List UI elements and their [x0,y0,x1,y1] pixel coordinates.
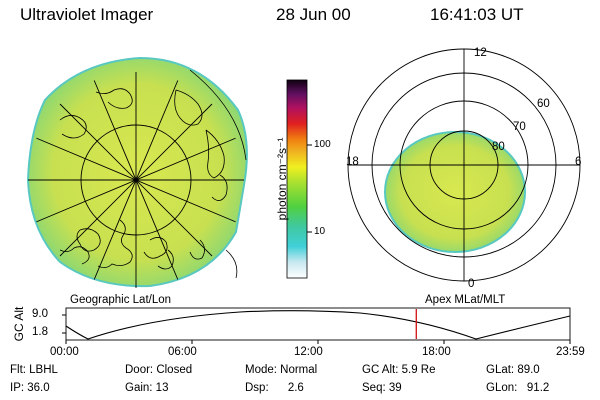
status-seq: Seq: 39 [362,382,402,394]
mlt-label-0: 0 [468,278,475,290]
timeline-axis-label: GC Alt [12,306,26,342]
time-label: 16:41:03 UT [430,5,524,24]
status-door: Door: Closed [125,364,193,376]
mlt-label-18: 18 [346,156,359,168]
lat-label-70: 70 [513,121,526,133]
colorbar-tick-10: 10 [314,226,326,237]
date-label: 28 Jun 00 [276,5,351,24]
altitude-curve [65,310,571,340]
timeline-xtick-1800: 18:00 [422,346,451,358]
timeline-xtick-0000: 00:00 [50,346,79,358]
geographic-image [24,56,248,292]
colorbar-label: photon cm⁻²s⁻¹ [275,137,289,221]
status-gc-alt: GC Alt: 5.9 Re [362,364,436,376]
geographic-caption: Geographic Lat/Lon [70,294,172,306]
app-title: Ultraviolet Imager [20,5,154,24]
status-flt: Flt: LBHL [10,364,58,376]
timeline-xtick-1200: 12:00 [294,346,323,358]
status-dsp: Dsp: 2.6 [245,382,304,394]
apex-caption: Apex MLat/MLT [425,294,506,306]
status-glat: GLat: 89.0 [486,364,540,376]
status-mode: Mode: Normal [245,364,318,376]
colorbar [286,79,312,279]
colorbar-tick-100: 100 [314,139,331,150]
orbit-timeline [62,307,571,344]
status-glon: GLon: 91.2 [486,382,550,394]
mlt-label-6: 6 [575,156,582,168]
timeline-ytick-low: 1.8 [32,326,48,338]
mlt-label-12: 12 [474,47,487,59]
status-ip: IP: 36.0 [10,382,50,394]
status-gain: Gain: 13 [125,382,169,394]
timeline-xtick-0600: 06:00 [168,346,197,358]
timeline-xtick-2359: 23:59 [556,346,585,358]
lat-label-80: 80 [492,141,505,153]
timeline-ytick-high: 9.0 [32,308,48,320]
lat-label-60: 60 [537,98,550,110]
polar-plot [347,48,581,282]
